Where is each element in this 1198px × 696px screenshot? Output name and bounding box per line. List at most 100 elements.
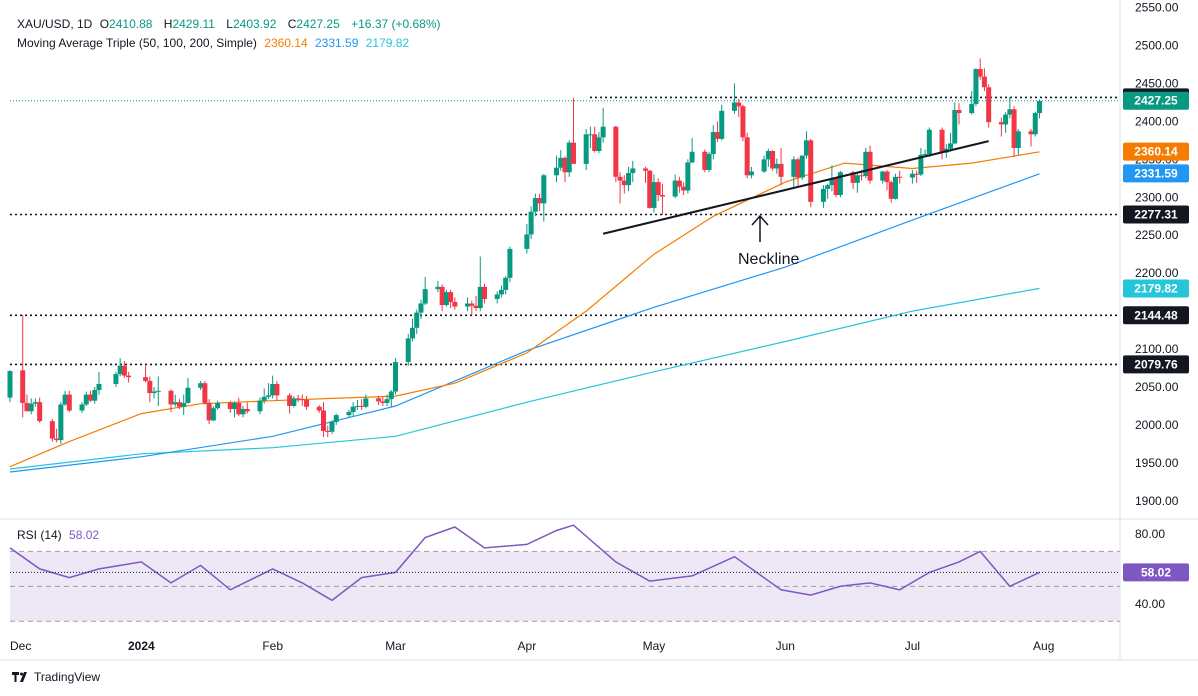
candle	[740, 104, 746, 142]
candle-body	[32, 402, 38, 404]
candle	[448, 289, 454, 309]
candle-body	[79, 404, 85, 411]
price-tag-bg	[1123, 91, 1189, 110]
candle-body	[363, 398, 369, 407]
candle	[452, 297, 458, 310]
candle	[333, 413, 339, 425]
tradingview-footer: TradingView	[12, 670, 100, 684]
candle-body	[380, 401, 386, 403]
rsi-value-tag: 58.02	[1123, 563, 1189, 582]
candle-body	[939, 129, 945, 153]
candle	[973, 68, 979, 107]
candle	[443, 289, 449, 307]
candle	[295, 394, 301, 403]
candle	[524, 223, 530, 254]
tradingview-logo-icon	[12, 672, 27, 682]
candle-body	[892, 176, 898, 199]
ma-price-tag: 2360.14	[1123, 142, 1189, 161]
candle	[1015, 129, 1021, 155]
candle	[613, 125, 619, 183]
candle	[172, 394, 178, 407]
candle	[659, 183, 665, 215]
candle	[867, 145, 873, 184]
price-tick-label: 2500.00	[1135, 39, 1179, 53]
price-tick-label: 2250.00	[1135, 228, 1179, 242]
price-tick-label: 2400.00	[1135, 114, 1179, 128]
candle	[503, 276, 509, 295]
candle-body	[210, 408, 216, 421]
candle	[299, 394, 305, 406]
candle	[291, 396, 297, 408]
candle-body	[596, 137, 602, 152]
candle-body	[291, 398, 297, 406]
candle	[321, 402, 327, 438]
candle	[617, 172, 623, 204]
candle-body	[566, 142, 572, 173]
candle-body	[452, 302, 458, 307]
candle-body	[227, 402, 233, 410]
candle	[384, 394, 390, 406]
candle	[439, 284, 445, 312]
candle	[998, 117, 1004, 137]
candle	[808, 138, 814, 208]
candle	[770, 150, 776, 171]
candle-body	[304, 399, 310, 407]
candle	[587, 126, 593, 148]
candle-body	[54, 438, 60, 441]
candle	[507, 246, 513, 283]
time-tick-label: Jul	[905, 639, 920, 653]
candle	[854, 172, 860, 193]
candle-body	[977, 69, 983, 77]
candle	[918, 147, 924, 177]
candle-body	[185, 387, 191, 403]
candle	[566, 140, 572, 177]
candle-body	[270, 383, 276, 396]
candle-body	[689, 151, 695, 163]
candle	[765, 148, 771, 167]
candle-body	[685, 162, 691, 191]
time-tick-label: Apr	[518, 639, 537, 653]
candle-body	[740, 106, 746, 138]
candle-body	[155, 390, 161, 392]
level-tag-text: 2277.31	[1134, 208, 1178, 222]
candle	[388, 390, 394, 407]
candle	[914, 170, 920, 183]
candle-body	[482, 286, 488, 299]
candle-body	[354, 405, 360, 407]
candle	[761, 155, 767, 174]
candle-body	[952, 110, 958, 144]
candle	[541, 173, 547, 222]
candle	[405, 333, 411, 366]
candle	[1032, 111, 1038, 137]
candle-body	[1007, 109, 1013, 115]
price-tag-text: 2427.25	[1134, 94, 1178, 108]
candle-body	[37, 402, 43, 422]
candle	[7, 370, 13, 403]
price-tick-label: 2300.00	[1135, 190, 1179, 204]
candle	[28, 398, 34, 415]
candle-body	[748, 171, 754, 176]
candle	[92, 387, 98, 404]
candle-body	[96, 383, 102, 391]
candle	[956, 103, 962, 125]
level-price-tag: 2079.76	[1123, 355, 1189, 374]
candle	[482, 283, 488, 304]
candle	[117, 358, 123, 377]
candle-body	[587, 134, 593, 136]
candle-body	[837, 172, 843, 196]
candle-body	[681, 186, 687, 191]
candle	[528, 206, 534, 240]
candle	[354, 399, 360, 410]
candle-body	[651, 182, 657, 208]
candle-body	[376, 398, 382, 402]
candle	[37, 397, 43, 423]
candle-body	[744, 137, 750, 176]
rsi-legend: RSI (14) 58.02	[17, 528, 103, 542]
candle	[630, 160, 636, 183]
high-value: 2429.11	[172, 17, 215, 31]
candle-body	[503, 277, 509, 290]
price-tick-label: 1950.00	[1135, 456, 1179, 470]
candle	[270, 375, 276, 399]
level-tag-bg	[1123, 306, 1189, 325]
candle-body	[202, 383, 208, 403]
